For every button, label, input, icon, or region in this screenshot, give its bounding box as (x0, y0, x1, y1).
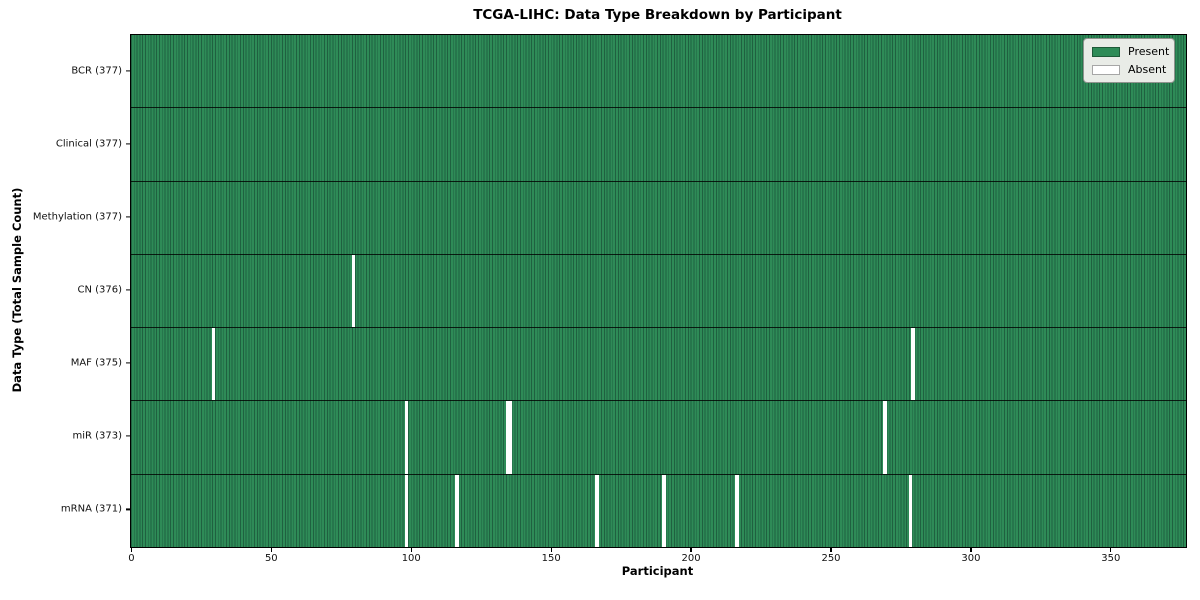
legend-item-present: Present (1092, 45, 1170, 58)
absent-stripe (595, 474, 599, 547)
absent-stripe (883, 401, 887, 474)
ytick-label-BCR: BCR (377) (71, 65, 122, 77)
heatmap-row-CN (131, 254, 1186, 329)
heatmap-row-MAF (131, 328, 1186, 402)
legend-item-absent: Absent (1092, 63, 1166, 76)
xtick-mark (550, 547, 552, 552)
heatmap-row-mRNA (131, 474, 1186, 547)
absent-stripe (455, 474, 459, 547)
xtick-label-350: 350 (1101, 553, 1121, 564)
absent-stripe (911, 328, 915, 401)
absent-stripe (662, 474, 666, 547)
xtick-mark (830, 547, 832, 552)
absent-stripe (351, 254, 356, 328)
absent-stripe (735, 474, 739, 547)
xtick-mark (970, 547, 972, 552)
absent-stripe (404, 401, 409, 474)
ytick-mark (125, 143, 130, 145)
xtick-label-50: 50 (264, 553, 278, 564)
xtick-label-150: 150 (541, 553, 561, 564)
legend-label: Present (1128, 45, 1170, 58)
legend-swatch-present (1092, 46, 1120, 57)
absent-stripe (211, 328, 216, 401)
ytick-mark (125, 216, 130, 218)
ytick-label-CN: CN (376) (77, 284, 122, 296)
x-axis-label: Participant (621, 564, 694, 578)
ytick-mark (125, 289, 130, 291)
ytick-label-Methylation: Methylation (377) (32, 211, 122, 223)
chart-title: TCGA-LIHC: Data Type Breakdown by Partic… (473, 7, 842, 23)
xtick-label-250: 250 (821, 553, 841, 564)
legend: Present Absent (1083, 38, 1175, 83)
absent-stripe (508, 401, 512, 474)
xtick-mark (130, 547, 132, 552)
heatmap-row-Methylation (131, 182, 1186, 255)
absent-stripe (404, 474, 409, 547)
ytick-mark (125, 69, 130, 72)
heatmap-row-miR (131, 401, 1186, 475)
xtick-mark (410, 547, 412, 552)
ytick-label-miR: miR (373) (72, 430, 122, 442)
ytick-label-mRNA: mRNA (371) (60, 503, 122, 515)
heatmap-row-Clinical (131, 108, 1186, 182)
absent-stripe (505, 401, 510, 474)
absent-stripe (908, 474, 913, 547)
xtick-mark (690, 547, 692, 552)
heatmap-row-BCR (131, 35, 1186, 109)
ytick-mark (125, 362, 130, 364)
xtick-label-200: 200 (681, 553, 701, 564)
xtick-mark (1110, 547, 1112, 552)
xtick-label-100: 100 (401, 553, 421, 564)
plot-area (130, 34, 1187, 548)
ytick-mark (125, 435, 130, 437)
legend-swatch-absent (1092, 64, 1120, 75)
legend-label: Absent (1128, 63, 1167, 76)
ytick-mark (125, 508, 130, 511)
ytick-label-MAF: MAF (375) (70, 357, 122, 369)
heatmap-rows (131, 35, 1186, 547)
xtick-label-300: 300 (961, 553, 981, 564)
xtick-label-0: 0 (128, 553, 135, 564)
ytick-label-Clinical: Clinical (377) (55, 138, 122, 150)
xtick-mark (270, 547, 272, 552)
